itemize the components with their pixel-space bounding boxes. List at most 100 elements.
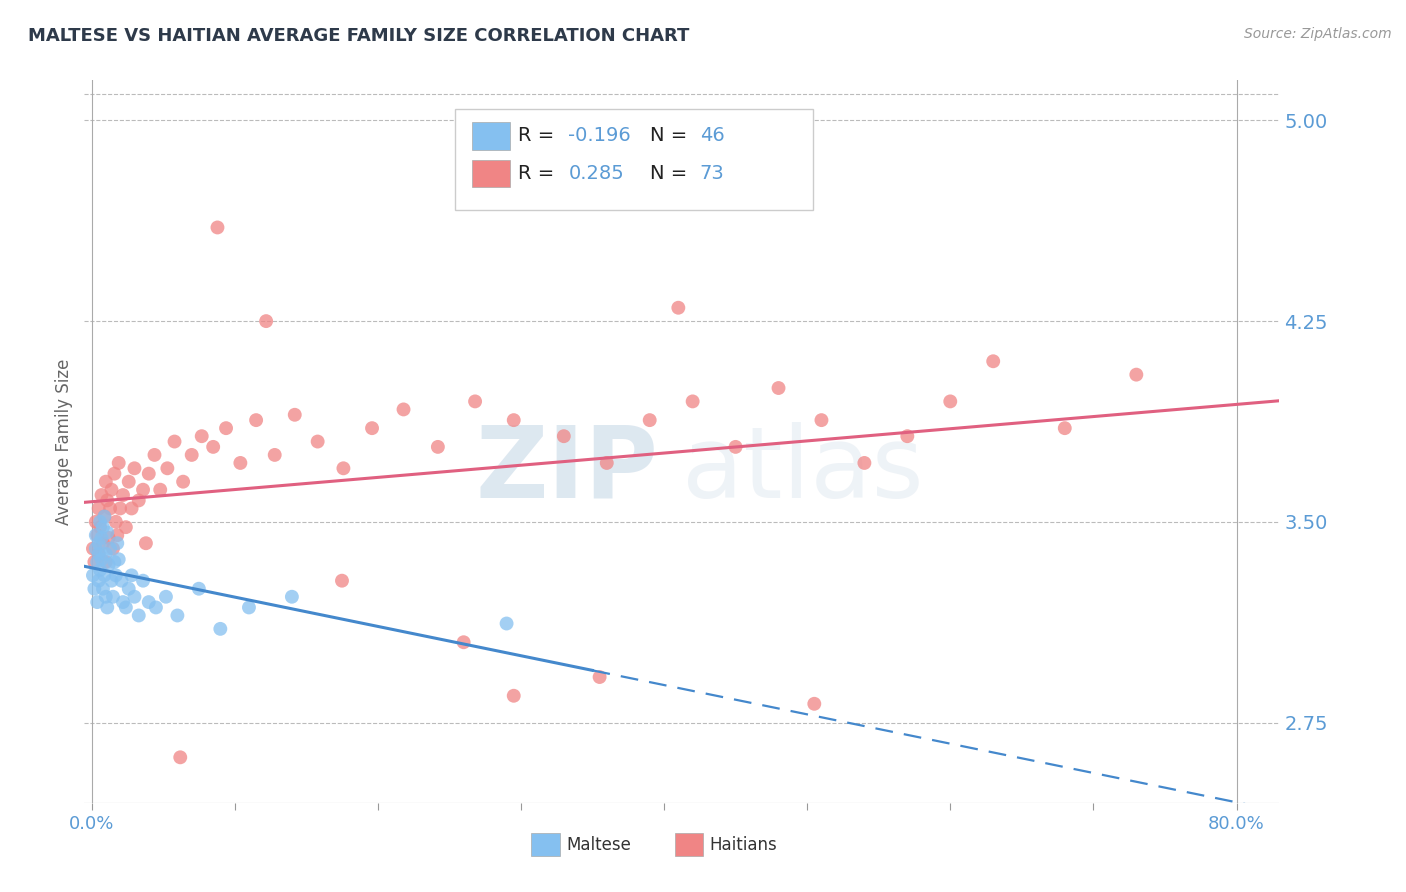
Point <box>553 429 575 443</box>
Point <box>101 590 124 604</box>
Point <box>330 574 353 588</box>
Point <box>115 600 138 615</box>
Point <box>82 568 104 582</box>
Point <box>89 520 111 534</box>
Point <box>128 493 150 508</box>
Point <box>93 568 115 582</box>
Point <box>103 467 125 481</box>
Point <box>502 689 524 703</box>
Point <box>172 475 194 489</box>
Point <box>118 475 141 489</box>
Point <box>166 608 188 623</box>
Point <box>96 525 118 540</box>
Text: N =: N = <box>650 164 693 183</box>
Point <box>187 582 209 596</box>
Point <box>245 413 267 427</box>
FancyBboxPatch shape <box>471 122 510 150</box>
Point <box>596 456 619 470</box>
Point <box>190 429 212 443</box>
Point <box>86 555 108 569</box>
Text: N =: N = <box>650 127 693 145</box>
Point <box>87 547 110 561</box>
Point <box>853 456 876 470</box>
Point <box>94 555 117 569</box>
Point <box>93 509 115 524</box>
FancyBboxPatch shape <box>456 109 814 211</box>
Point <box>495 616 517 631</box>
Point <box>98 541 121 556</box>
Point <box>87 547 110 561</box>
Point <box>939 394 962 409</box>
Point <box>502 413 524 427</box>
Point <box>121 501 143 516</box>
Point <box>307 434 329 449</box>
Point <box>83 555 105 569</box>
Point <box>281 590 304 604</box>
Point <box>104 515 127 529</box>
Point <box>143 448 166 462</box>
Point <box>155 590 177 604</box>
Point <box>94 590 117 604</box>
Text: R =: R = <box>519 127 561 145</box>
Point <box>87 536 110 550</box>
Point <box>105 528 128 542</box>
Point <box>1053 421 1076 435</box>
Point <box>332 461 354 475</box>
Point <box>149 483 172 497</box>
FancyBboxPatch shape <box>471 160 510 187</box>
Point <box>453 635 475 649</box>
Point <box>207 220 229 235</box>
Point <box>254 314 277 328</box>
Text: 0.285: 0.285 <box>568 164 624 183</box>
Y-axis label: Average Family Size: Average Family Size <box>55 359 73 524</box>
Point <box>238 600 260 615</box>
Point <box>464 394 486 409</box>
Point <box>89 563 111 577</box>
Point <box>229 456 252 470</box>
Point <box>100 483 122 497</box>
Point <box>392 402 415 417</box>
Point <box>111 595 134 609</box>
Point <box>107 456 129 470</box>
Text: ZIP: ZIP <box>475 422 658 519</box>
Point <box>108 501 131 516</box>
Text: -0.196: -0.196 <box>568 127 631 145</box>
Point <box>115 520 138 534</box>
Point <box>91 520 114 534</box>
Point <box>87 501 110 516</box>
Point <box>803 697 825 711</box>
Point <box>896 429 918 443</box>
Point <box>101 541 124 556</box>
Point <box>128 608 150 623</box>
Point <box>107 552 129 566</box>
Text: atlas: atlas <box>682 422 924 519</box>
Point <box>361 421 384 435</box>
Point <box>145 600 167 615</box>
Point <box>682 394 704 409</box>
Point <box>83 582 105 596</box>
Point <box>84 515 107 529</box>
FancyBboxPatch shape <box>531 833 560 856</box>
Text: Maltese: Maltese <box>567 836 631 854</box>
Point <box>94 547 117 561</box>
Point <box>981 354 1004 368</box>
Point <box>118 582 141 596</box>
Text: Haitians: Haitians <box>710 836 778 854</box>
Point <box>810 413 832 427</box>
Point <box>263 448 285 462</box>
Point <box>588 670 610 684</box>
Point <box>84 528 107 542</box>
Point <box>90 552 112 566</box>
Text: R =: R = <box>519 164 561 183</box>
Point <box>90 531 112 545</box>
Point <box>87 574 110 588</box>
Point <box>110 574 132 588</box>
Point <box>132 574 155 588</box>
Point <box>97 558 120 572</box>
Point <box>84 541 107 556</box>
Point <box>138 595 160 609</box>
Point <box>97 531 120 545</box>
Point <box>100 574 122 588</box>
Point <box>124 590 146 604</box>
Point <box>724 440 747 454</box>
